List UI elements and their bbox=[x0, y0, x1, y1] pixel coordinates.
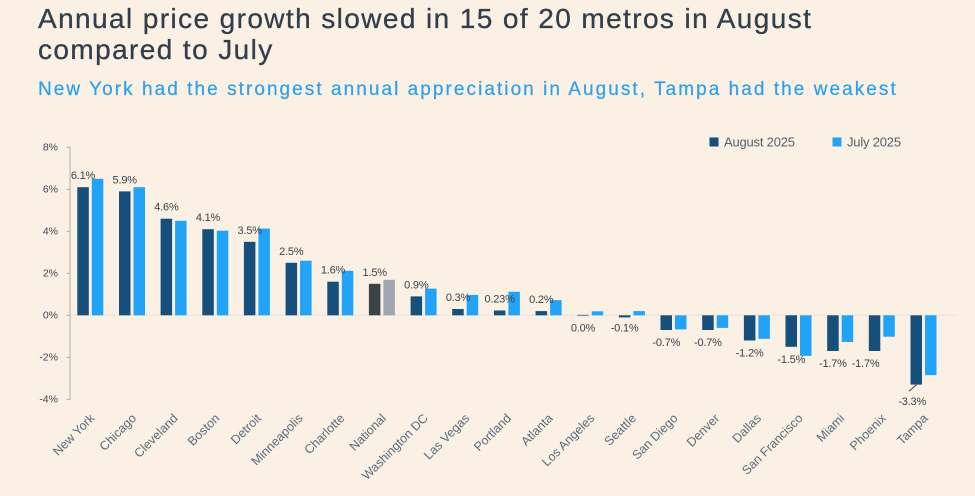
svg-text:2%: 2% bbox=[43, 268, 58, 280]
svg-text:Chicago: Chicago bbox=[97, 411, 139, 453]
svg-text:Dallas: Dallas bbox=[730, 411, 764, 445]
svg-text:Detroit: Detroit bbox=[228, 411, 264, 447]
svg-text:-1.7%: -1.7% bbox=[852, 358, 880, 370]
svg-text:-2%: -2% bbox=[39, 352, 58, 364]
svg-text:Las Vegas: Las Vegas bbox=[421, 411, 472, 462]
svg-text:0.23%: 0.23% bbox=[484, 294, 515, 306]
svg-text:Phoenix: Phoenix bbox=[847, 411, 889, 453]
svg-text:-1.5%: -1.5% bbox=[777, 354, 805, 366]
svg-text:Atlanta: Atlanta bbox=[518, 411, 555, 448]
svg-text:-0.7%: -0.7% bbox=[652, 337, 680, 349]
svg-text:6.1%: 6.1% bbox=[71, 170, 96, 182]
svg-text:-0.1%: -0.1% bbox=[611, 323, 639, 335]
svg-text:Tampa: Tampa bbox=[894, 411, 930, 447]
svg-text:-3.3%: -3.3% bbox=[898, 396, 926, 408]
svg-text:0.3%: 0.3% bbox=[446, 292, 471, 304]
svg-text:0%: 0% bbox=[43, 310, 58, 322]
svg-text:0.2%: 0.2% bbox=[529, 294, 554, 306]
svg-text:4.6%: 4.6% bbox=[154, 202, 179, 214]
svg-text:Seattle: Seattle bbox=[602, 411, 639, 448]
svg-text:4.1%: 4.1% bbox=[196, 212, 221, 224]
svg-text:0.0%: 0.0% bbox=[571, 323, 596, 335]
svg-text:Cleveland: Cleveland bbox=[132, 411, 181, 460]
svg-text:2.5%: 2.5% bbox=[279, 246, 304, 258]
svg-text:-1.2%: -1.2% bbox=[736, 348, 764, 360]
svg-text:Charlotte: Charlotte bbox=[302, 411, 348, 457]
svg-text:-1.7%: -1.7% bbox=[819, 358, 847, 370]
svg-text:5.9%: 5.9% bbox=[113, 174, 138, 186]
svg-text:8%: 8% bbox=[43, 142, 58, 154]
svg-text:Miami: Miami bbox=[814, 411, 847, 444]
svg-text:1.6%: 1.6% bbox=[321, 265, 346, 277]
svg-text:4%: 4% bbox=[43, 226, 58, 238]
svg-text:National: National bbox=[347, 411, 389, 453]
svg-text:-4%: -4% bbox=[39, 394, 58, 406]
svg-text:1.5%: 1.5% bbox=[363, 267, 388, 279]
svg-text:Denver: Denver bbox=[684, 411, 722, 449]
svg-text:August 2025: August 2025 bbox=[724, 135, 795, 150]
svg-text:3.5%: 3.5% bbox=[238, 225, 263, 237]
svg-text:July 2025: July 2025 bbox=[847, 135, 901, 150]
svg-text:San Diego: San Diego bbox=[629, 411, 680, 462]
svg-text:New York: New York bbox=[50, 411, 98, 459]
svg-text:Boston: Boston bbox=[185, 411, 222, 448]
svg-text:Portland: Portland bbox=[471, 411, 514, 454]
svg-text:0.9%: 0.9% bbox=[404, 279, 429, 291]
svg-text:-0.7%: -0.7% bbox=[694, 337, 722, 349]
svg-text:6%: 6% bbox=[43, 184, 58, 196]
